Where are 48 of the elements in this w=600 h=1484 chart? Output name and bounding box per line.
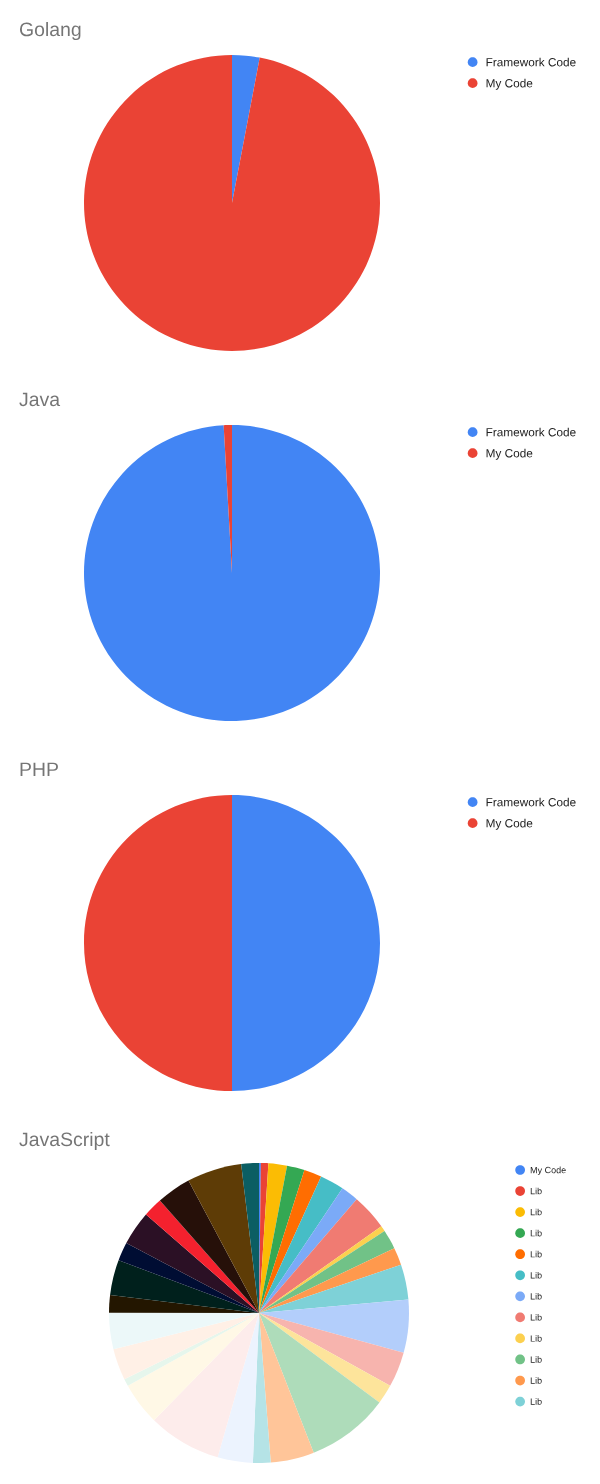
pie-slice (84, 795, 232, 1091)
pie-slice (159, 1180, 259, 1313)
legend-label: Lib (530, 1250, 542, 1258)
legend-label: Framework Code (486, 57, 576, 67)
pie-slice (259, 1313, 380, 1453)
chart-title: Golang (19, 21, 81, 41)
pie-slice (259, 1163, 288, 1313)
pie-slice (145, 1200, 259, 1313)
pie-slice (126, 1214, 259, 1313)
pie-slice (259, 1188, 357, 1313)
legend-label: Lib (530, 1335, 542, 1342)
pie-slice (110, 1260, 259, 1313)
legend-label: Framework Code (486, 797, 576, 807)
pie-slice (188, 1164, 259, 1313)
pie-slice (232, 795, 380, 1091)
pie-slice (259, 1170, 322, 1313)
pie-slice (109, 1312, 259, 1350)
pie-slice (118, 1243, 259, 1313)
legend-label: Lib (530, 1208, 542, 1216)
pie-slice (232, 55, 260, 203)
pie-slice (259, 1313, 314, 1463)
pie-slice (259, 1313, 404, 1386)
legend-label: Lib (530, 1187, 542, 1195)
legend-label: Lib (530, 1292, 542, 1300)
pie-slice (259, 1199, 382, 1313)
chart-title: JavaScript (19, 1131, 110, 1151)
legend-label: Lib (530, 1229, 542, 1237)
legend-label: My Code (530, 1166, 566, 1176)
legend-label: Framework Code (486, 427, 576, 437)
pie-slice (259, 1313, 391, 1403)
chart-title: PHP (20, 762, 58, 777)
legend-label: My Code (486, 78, 533, 90)
chart-title: Java (19, 392, 61, 407)
legend-label: My Code (486, 818, 533, 830)
legend-label: Lib (530, 1313, 542, 1321)
pie-slice (259, 1248, 401, 1313)
legend-label: Lib (530, 1377, 542, 1384)
pie-slice (259, 1176, 343, 1313)
pie-slice (217, 1313, 259, 1463)
legend-label: My Code (486, 448, 533, 460)
legend-label: Lib (530, 1398, 542, 1405)
legend-label: Lib (530, 1271, 542, 1279)
pie-slice (84, 55, 380, 351)
pie-slice (259, 1264, 409, 1313)
pie-slice (84, 425, 380, 721)
pie-slice (259, 1165, 305, 1313)
legend-label: Lib (530, 1356, 542, 1363)
pie-slice (259, 1299, 409, 1353)
